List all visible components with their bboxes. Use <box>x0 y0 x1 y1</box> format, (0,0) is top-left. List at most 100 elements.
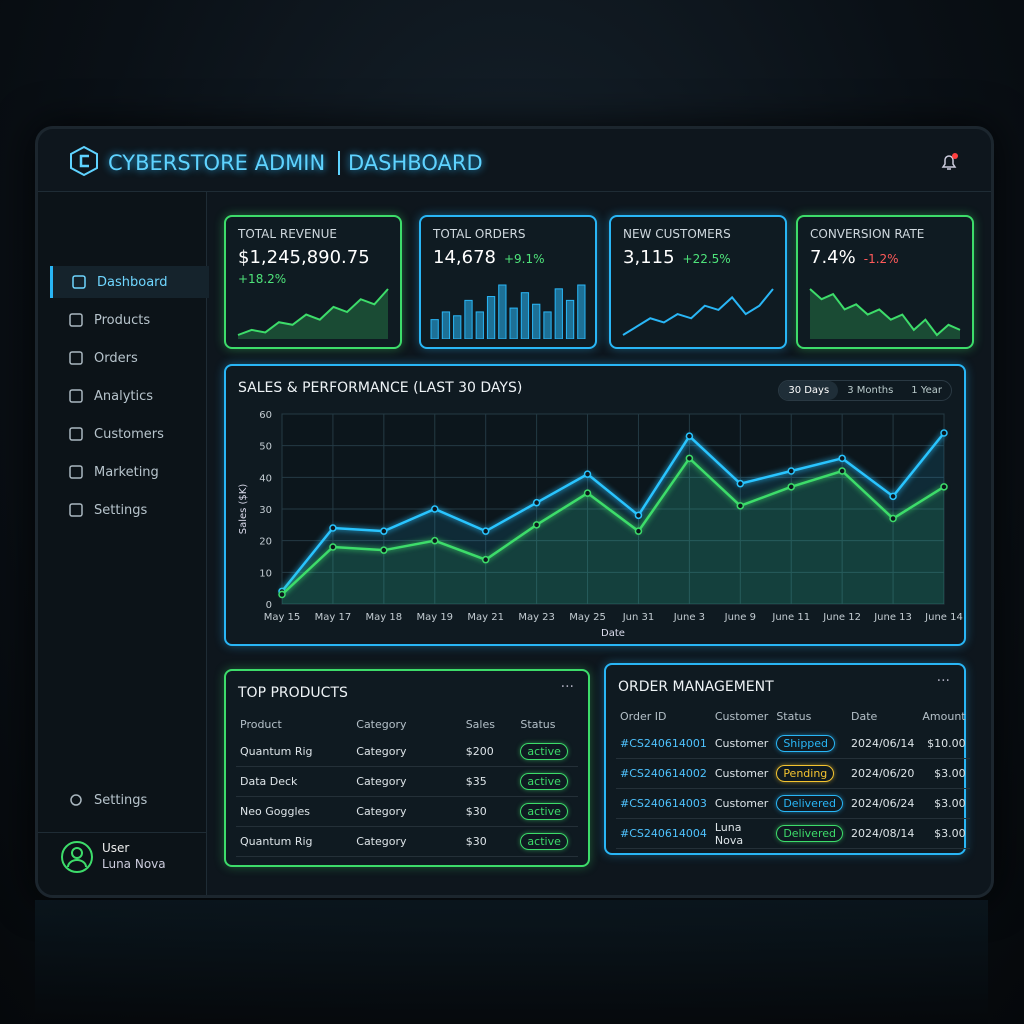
table-cell: Customer <box>710 729 773 759</box>
kpi-delta: +9.1% <box>503 252 545 266</box>
panel-menu[interactable]: ··· <box>936 673 950 689</box>
range-option[interactable]: 30 Days <box>779 381 839 400</box>
y-tick-label: 40 <box>259 473 272 484</box>
data-point <box>787 467 795 475</box>
nav-item[interactable]: Marketing <box>50 456 206 488</box>
kpi-delta: +18.2% <box>238 272 287 286</box>
nav-item[interactable]: Products <box>50 304 206 336</box>
x-tick-label: June 14 <box>924 612 963 623</box>
spark-line <box>237 288 389 336</box>
table-cell: 2024/06/14 <box>846 729 919 759</box>
kpi-card: NEW CUSTOMERS 3,115 +22.5% <box>609 215 787 349</box>
top-products-panel: TOP PRODUCTS ··· Product Category Sales Sta… <box>224 669 590 867</box>
nav-item[interactable]: Analytics <box>50 380 206 412</box>
kpi-value: 3,115 +22.5% <box>623 247 731 268</box>
spark-bar <box>430 319 439 339</box>
y-tick-label: 20 <box>259 537 272 548</box>
app-title: CYBERSTORE ADMIN <box>108 151 326 175</box>
column-header: Product <box>240 717 282 731</box>
table-row[interactable]: #CS240614003 Customer Delivered 2024/06/24 $… <box>616 788 970 819</box>
table-cell: Category <box>352 737 462 767</box>
spark-bar <box>543 311 552 339</box>
column-header: Sales <box>465 717 495 731</box>
table-cell: Customer <box>710 788 773 819</box>
kpi-card: TOTAL REVENUE $1,245,890.75 +18.2% <box>224 215 402 349</box>
column-header: Customer <box>714 709 769 723</box>
panel-menu[interactable]: ··· <box>560 679 574 695</box>
nav-item[interactable]: Dashboard <box>50 266 209 298</box>
table-cell: Quantum Rig <box>236 737 353 767</box>
y-axis-label: Sales ($K) <box>238 484 249 535</box>
table-cell: Category <box>352 766 462 797</box>
nav-label: Marketing <box>94 464 159 480</box>
spark-bar <box>565 299 575 339</box>
nav-item[interactable]: Customers <box>50 418 206 450</box>
notification-bell[interactable] <box>938 151 960 173</box>
table-cell: Shipped <box>772 729 847 759</box>
nav-icon <box>69 503 83 517</box>
nav-label: Analytics <box>94 388 154 404</box>
x-tick-label: June 11 <box>771 612 810 623</box>
table-cell: $200 <box>461 737 517 767</box>
table-cell: Category <box>352 826 462 857</box>
kpi-card: CONVERSION RATE 7.4% -1.2% <box>796 215 974 349</box>
table-cell: #CS240614002 <box>616 758 711 789</box>
table-cell: $30 <box>461 826 517 857</box>
data-table: Product Category Sales Status Quantum Rig Cat… <box>236 711 578 857</box>
orders-panel: ORDER MANAGEMENT ··· Order ID Customer Sta… <box>604 663 970 855</box>
nav-icon <box>69 351 83 365</box>
spark-bar <box>509 307 518 339</box>
icon-shape <box>69 503 83 517</box>
table-row[interactable]: #CS240614002 Customer Pending 2024/06/20 $3.… <box>616 758 970 789</box>
nav-item[interactable]: Orders <box>50 342 206 374</box>
table-header: Product Category Sales Status <box>236 711 578 737</box>
table-row[interactable]: #CS240614001 Customer Shipped 2024/06/14 $10… <box>616 729 970 759</box>
kpi-title: NEW CUSTOMERS <box>623 227 731 241</box>
kpi-delta: -1.2% <box>863 252 899 266</box>
y-tick-label: 60 <box>259 410 272 421</box>
nav-item[interactable]: Settings <box>50 494 206 526</box>
spark-area <box>238 289 388 339</box>
table-cell: Data Deck <box>236 766 353 797</box>
nav-label: Orders <box>94 350 138 366</box>
series-line <box>281 432 945 593</box>
spark-bar <box>577 284 586 339</box>
icon-shape <box>72 275 86 289</box>
sparkline <box>809 288 961 339</box>
sparkline <box>430 284 586 339</box>
table-row[interactable]: Data Deck Category $35 active <box>236 766 578 797</box>
table-row[interactable]: Quantum Rig Category $30 active <box>236 826 578 857</box>
data-point <box>736 479 745 488</box>
data-point <box>685 432 694 440</box>
table-row[interactable]: Quantum Rig Category $200 active <box>236 737 578 767</box>
x-tick-label: June 13 <box>873 612 912 623</box>
column-header: Date <box>850 709 878 723</box>
table-row[interactable]: Neo Goggles Category $30 active <box>236 796 578 827</box>
table-cell: Customer <box>710 758 773 789</box>
range-option[interactable]: 1 Year <box>911 385 942 396</box>
nav-item[interactable]: Settings <box>50 784 206 816</box>
nav-label: Products <box>94 312 151 328</box>
table-cell: $10.00 <box>918 729 970 759</box>
page-title: DASHBOARD <box>338 151 483 175</box>
icon-shape <box>69 351 83 365</box>
table-cell: Quantum Rig <box>236 826 353 857</box>
data-point <box>889 514 897 523</box>
spark-line <box>809 288 961 337</box>
data-point <box>481 555 490 564</box>
x-tick-label: Jun 31 <box>622 612 655 623</box>
table-cell: active <box>516 766 578 797</box>
status-pill: active <box>520 833 568 850</box>
user-role: User <box>102 841 130 855</box>
table-cell: #CS240614001 <box>616 729 711 759</box>
kpi-number: 14,678 <box>433 247 496 268</box>
icon-shape <box>69 313 83 327</box>
icon-shape <box>69 465 83 479</box>
status-pill: Shipped <box>776 735 836 752</box>
icon-shape <box>69 389 83 403</box>
table-cell: #CS240614003 <box>616 788 711 819</box>
data-point <box>787 483 795 491</box>
table-cell: $35 <box>461 766 517 797</box>
range-option[interactable]: 3 Months <box>847 385 894 396</box>
table-row[interactable]: #CS240614004 Luna Nova Delivered 2024/08/14… <box>616 818 970 849</box>
